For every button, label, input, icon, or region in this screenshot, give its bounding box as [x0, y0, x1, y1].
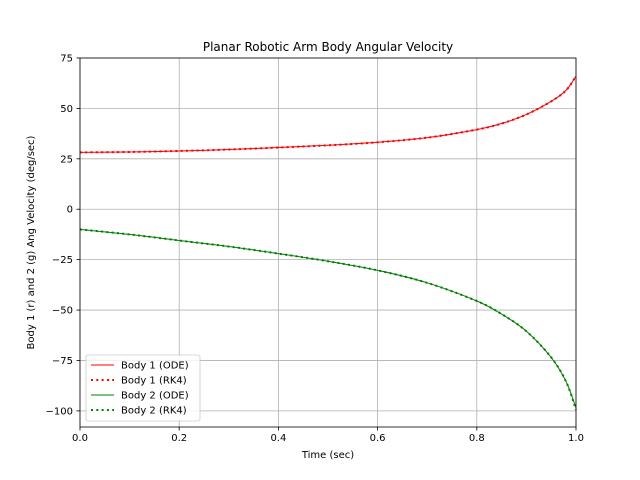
y-tick-label: −100 — [46, 406, 73, 417]
x-tick-label: 0.8 — [469, 433, 485, 444]
grid — [79, 57, 577, 427]
legend-label: Body 2 (ODE) — [121, 391, 189, 402]
legend: Body 1 (ODE) Body 1 (RK4) Body 2 (ODE) Body… — [85, 354, 201, 422]
series-lines — [79, 75, 577, 411]
axis-ticks: 0.0 0.2 0.4 0.6 0.8 1.0 75 50 25 0 −25 −50 −75 −100 — [46, 54, 584, 445]
x-tick-label: 0.4 — [270, 433, 286, 444]
y-tick-label: −25 — [52, 255, 73, 266]
y-tick-label: −50 — [52, 306, 73, 317]
x-tick-label: 0.6 — [370, 433, 386, 444]
y-tick-label: 50 — [60, 104, 73, 115]
series-line-3 — [79, 228, 577, 409]
legend-label: Body 2 (RK4) — [121, 406, 187, 417]
y-axis-label: Body 1 (r) and 2 (g) Ang Velocity (deg/s… — [26, 135, 37, 349]
x-tick-label: 0.2 — [171, 433, 187, 444]
x-tick-label: 0.0 — [72, 433, 88, 444]
plot-area-frame — [79, 57, 577, 428]
y-tick-label: 0 — [67, 205, 73, 216]
legend-label: Body 1 (RK4) — [121, 376, 187, 387]
y-tick-label: −75 — [52, 356, 73, 367]
y-tick-label: 75 — [60, 54, 73, 65]
legend-label: Body 1 (ODE) — [121, 361, 189, 372]
series-line-1 — [79, 75, 577, 153]
legend-box — [85, 354, 201, 422]
chart-title: Planar Robotic Arm Body Angular Velocity — [203, 40, 453, 54]
x-axis-label: Time (sec) — [301, 450, 354, 461]
x-tick-label: 1.0 — [568, 433, 584, 444]
y-tick-label: 25 — [60, 154, 73, 165]
